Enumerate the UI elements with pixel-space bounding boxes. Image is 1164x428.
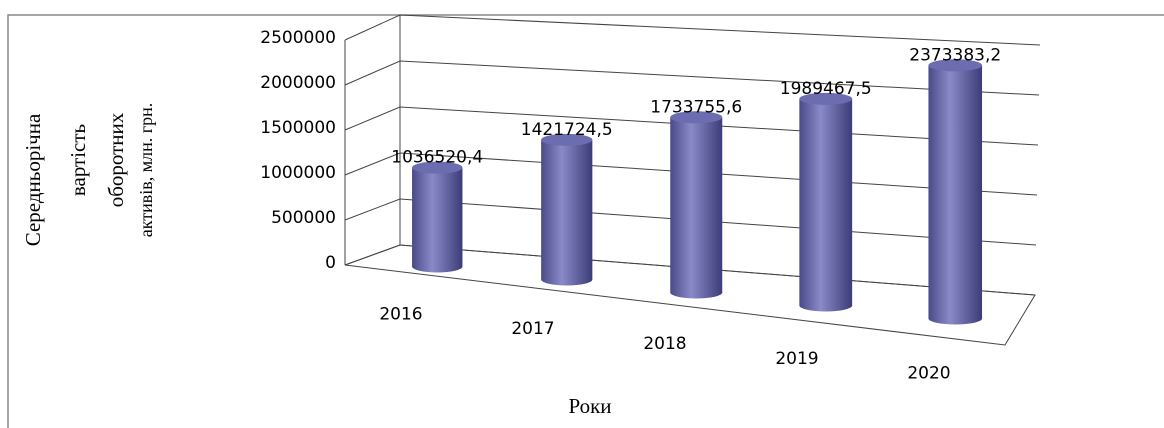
bar	[799, 92, 853, 312]
bar-bottom	[799, 299, 853, 312]
bar-body	[799, 98, 853, 306]
bar-bottom	[541, 273, 593, 286]
bar	[928, 59, 983, 325]
y-tick-label: 2500000	[260, 28, 336, 48]
data-label: 2373383,2	[909, 45, 1001, 65]
x-tick-label: 2017	[511, 319, 554, 339]
x-tick-label: 2019	[775, 349, 818, 369]
bar-top	[412, 161, 463, 174]
y-axis-label: активів, млн. грн.	[136, 103, 156, 238]
y-axis-label: вартість	[66, 124, 90, 196]
x-tick-label: 2016	[379, 304, 422, 324]
bar-top	[928, 59, 983, 72]
y-axis-label: Середньорічна	[21, 113, 45, 246]
x-tick-label: 2018	[643, 334, 686, 354]
bar-bottom	[412, 260, 463, 273]
bar-body	[928, 65, 983, 319]
chart-frame	[7, 14, 1164, 428]
y-tick-label: 1500000	[260, 118, 336, 138]
bar-top	[799, 92, 853, 105]
bar-bottom	[928, 312, 983, 325]
bar	[412, 161, 463, 273]
bar-top	[541, 133, 593, 146]
data-label: 1989467,5	[780, 79, 872, 99]
grid-line	[344, 60, 1040, 96]
bar-body	[412, 167, 463, 267]
bar-top	[670, 111, 723, 124]
y-tick-label: 0	[325, 253, 336, 273]
x-axis-label: Роки	[568, 394, 611, 418]
data-label: 1733755,6	[650, 97, 742, 117]
y-axis-label: оборотних	[104, 112, 128, 207]
y-tick-label: 1000000	[260, 163, 336, 183]
bar-bottom	[670, 286, 723, 299]
y-tick-label: 500000	[271, 208, 336, 228]
x-tick-label: 2020	[907, 364, 950, 384]
data-label: 1421724,5	[521, 120, 613, 140]
y-tick-label: 2000000	[260, 73, 336, 93]
bar	[670, 111, 723, 299]
data-label: 1036520,4	[391, 148, 483, 168]
bar-body	[541, 139, 593, 280]
bar	[541, 133, 593, 286]
grid-line	[344, 14, 1041, 46]
bar-body	[670, 117, 723, 293]
